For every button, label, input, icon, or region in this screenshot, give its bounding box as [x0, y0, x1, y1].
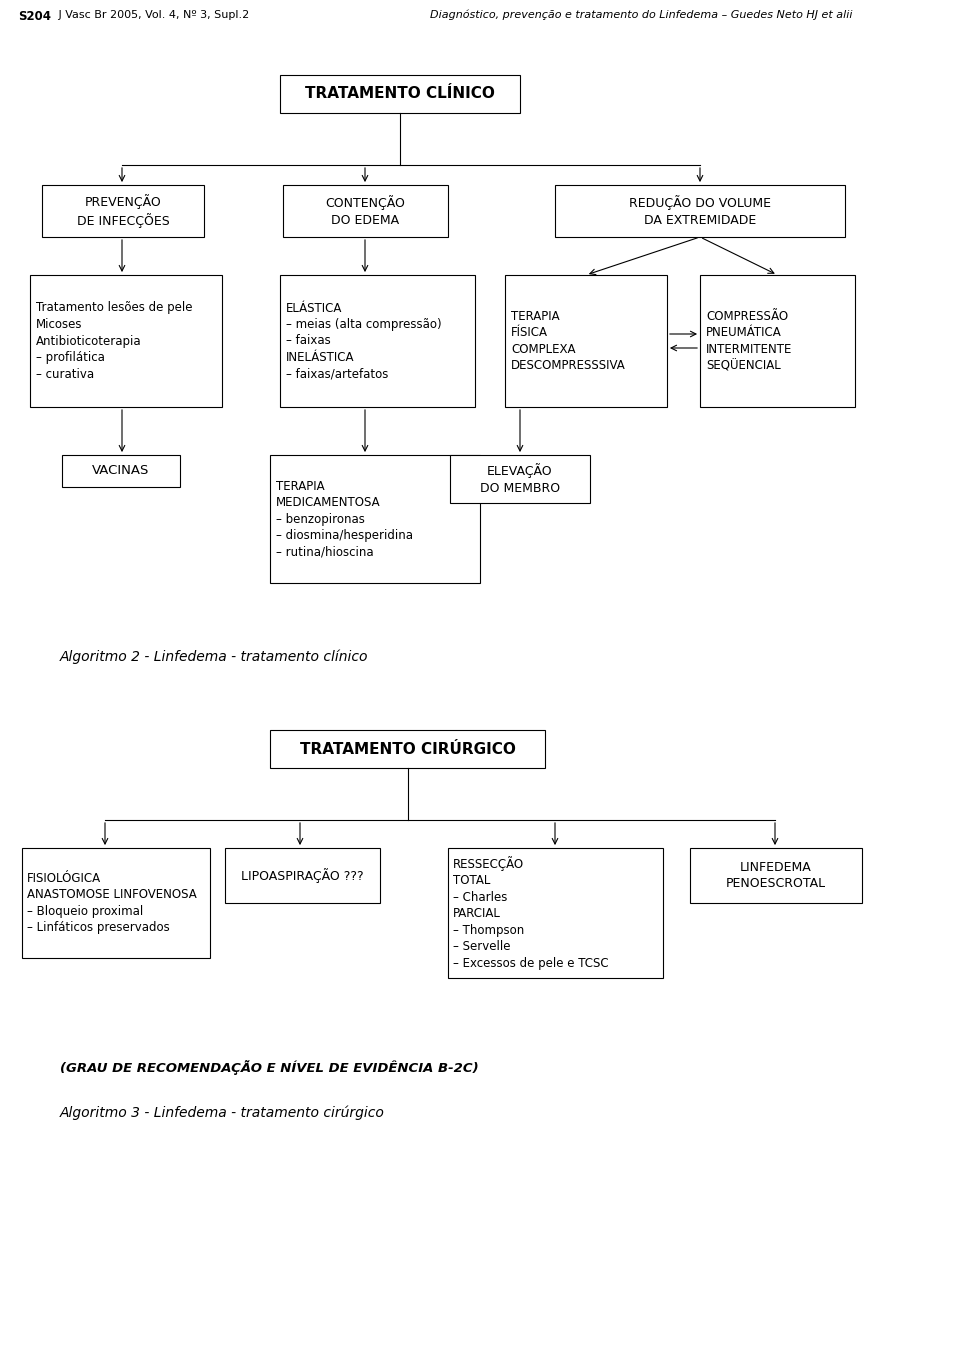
- Bar: [700, 274, 855, 407]
- Bar: [30, 274, 222, 407]
- Bar: [280, 74, 520, 114]
- Text: REDUÇÃO DO VOLUME
DA EXTREMIDADE: REDUÇÃO DO VOLUME DA EXTREMIDADE: [629, 195, 771, 227]
- Bar: [225, 848, 380, 903]
- Bar: [270, 456, 480, 583]
- Bar: [283, 185, 448, 237]
- Text: RESSECÇÃO
TOTAL
– Charles
PARCIAL
– Thompson
– Servelle
– Excessos de pele e TCS: RESSECÇÃO TOTAL – Charles PARCIAL – Thom…: [453, 856, 609, 969]
- Bar: [450, 456, 590, 503]
- Bar: [62, 456, 180, 487]
- Text: S204: S204: [18, 9, 51, 23]
- Text: LIPOASPIRAÇÃO ???: LIPOASPIRAÇÃO ???: [241, 868, 364, 883]
- Text: (GRAU DE RECOMENDAÇÃO E NÍVEL DE EVIDÊNCIA B-2C): (GRAU DE RECOMENDAÇÃO E NÍVEL DE EVIDÊNC…: [60, 1060, 479, 1075]
- Text: Algoritmo 2 - Linfedema - tratamento clínico: Algoritmo 2 - Linfedema - tratamento clí…: [60, 650, 369, 664]
- Text: TRATAMENTO CIRÚRGICO: TRATAMENTO CIRÚRGICO: [300, 741, 516, 757]
- Bar: [42, 185, 204, 237]
- Bar: [690, 848, 862, 903]
- Text: Algoritmo 3 - Linfedema - tratamento cirúrgico: Algoritmo 3 - Linfedema - tratamento cir…: [60, 1105, 385, 1119]
- Text: J Vasc Br 2005, Vol. 4, Nº 3, Supl.2: J Vasc Br 2005, Vol. 4, Nº 3, Supl.2: [48, 9, 250, 20]
- Text: TERAPIA
MEDICAMENTOSA
– benzopironas
– diosmina/hesperidina
– rutina/hioscina: TERAPIA MEDICAMENTOSA – benzopironas – d…: [276, 480, 413, 558]
- Text: PREVENÇÃO
DE INFECÇÕES: PREVENÇÃO DE INFECÇÕES: [77, 193, 169, 228]
- Text: VACINAS: VACINAS: [92, 465, 150, 477]
- Text: FISIOLÓGICA
ANASTOMOSE LINFOVENOSA
– Bloqueio proximal
– Linfáticos preservados: FISIOLÓGICA ANASTOMOSE LINFOVENOSA – Blo…: [27, 872, 197, 934]
- Text: LINFEDEMA
PENOESCROTAL: LINFEDEMA PENOESCROTAL: [726, 861, 826, 890]
- Bar: [22, 848, 210, 959]
- Bar: [555, 185, 845, 237]
- Bar: [448, 848, 663, 977]
- Text: Tratamento lesões de pele
Micoses
Antibioticoterapia
– profilática
– curativa: Tratamento lesões de pele Micoses Antibi…: [36, 301, 193, 380]
- Text: CONTENÇÃO
DO EDEMA: CONTENÇÃO DO EDEMA: [325, 195, 405, 227]
- Bar: [270, 730, 545, 768]
- Text: ELÁSTICA
– meias (alta compressão)
– faixas
INELÁSTICA
– faixas/artefatos: ELÁSTICA – meias (alta compressão) – fai…: [286, 301, 442, 380]
- Text: TRATAMENTO CLÍNICO: TRATAMENTO CLÍNICO: [305, 87, 495, 101]
- Bar: [505, 274, 667, 407]
- Text: ELEVAÇÃO
DO MEMBRO: ELEVAÇÃO DO MEMBRO: [480, 464, 560, 495]
- Text: TERAPIA
FÍSICA
COMPLEXA
DESCOMPRESSSIVA: TERAPIA FÍSICA COMPLEXA DESCOMPRESSSIVA: [511, 310, 626, 372]
- Text: COMPRESSÃO
PNEUMÁTICA
INTERMITENTE
SEQÜENCIAL: COMPRESSÃO PNEUMÁTICA INTERMITENTE SEQÜE…: [706, 310, 792, 372]
- Bar: [280, 274, 475, 407]
- Text: Diagnóstico, prevenção e tratamento do Linfedema – Guedes Neto HJ et alii: Diagnóstico, prevenção e tratamento do L…: [430, 9, 852, 20]
